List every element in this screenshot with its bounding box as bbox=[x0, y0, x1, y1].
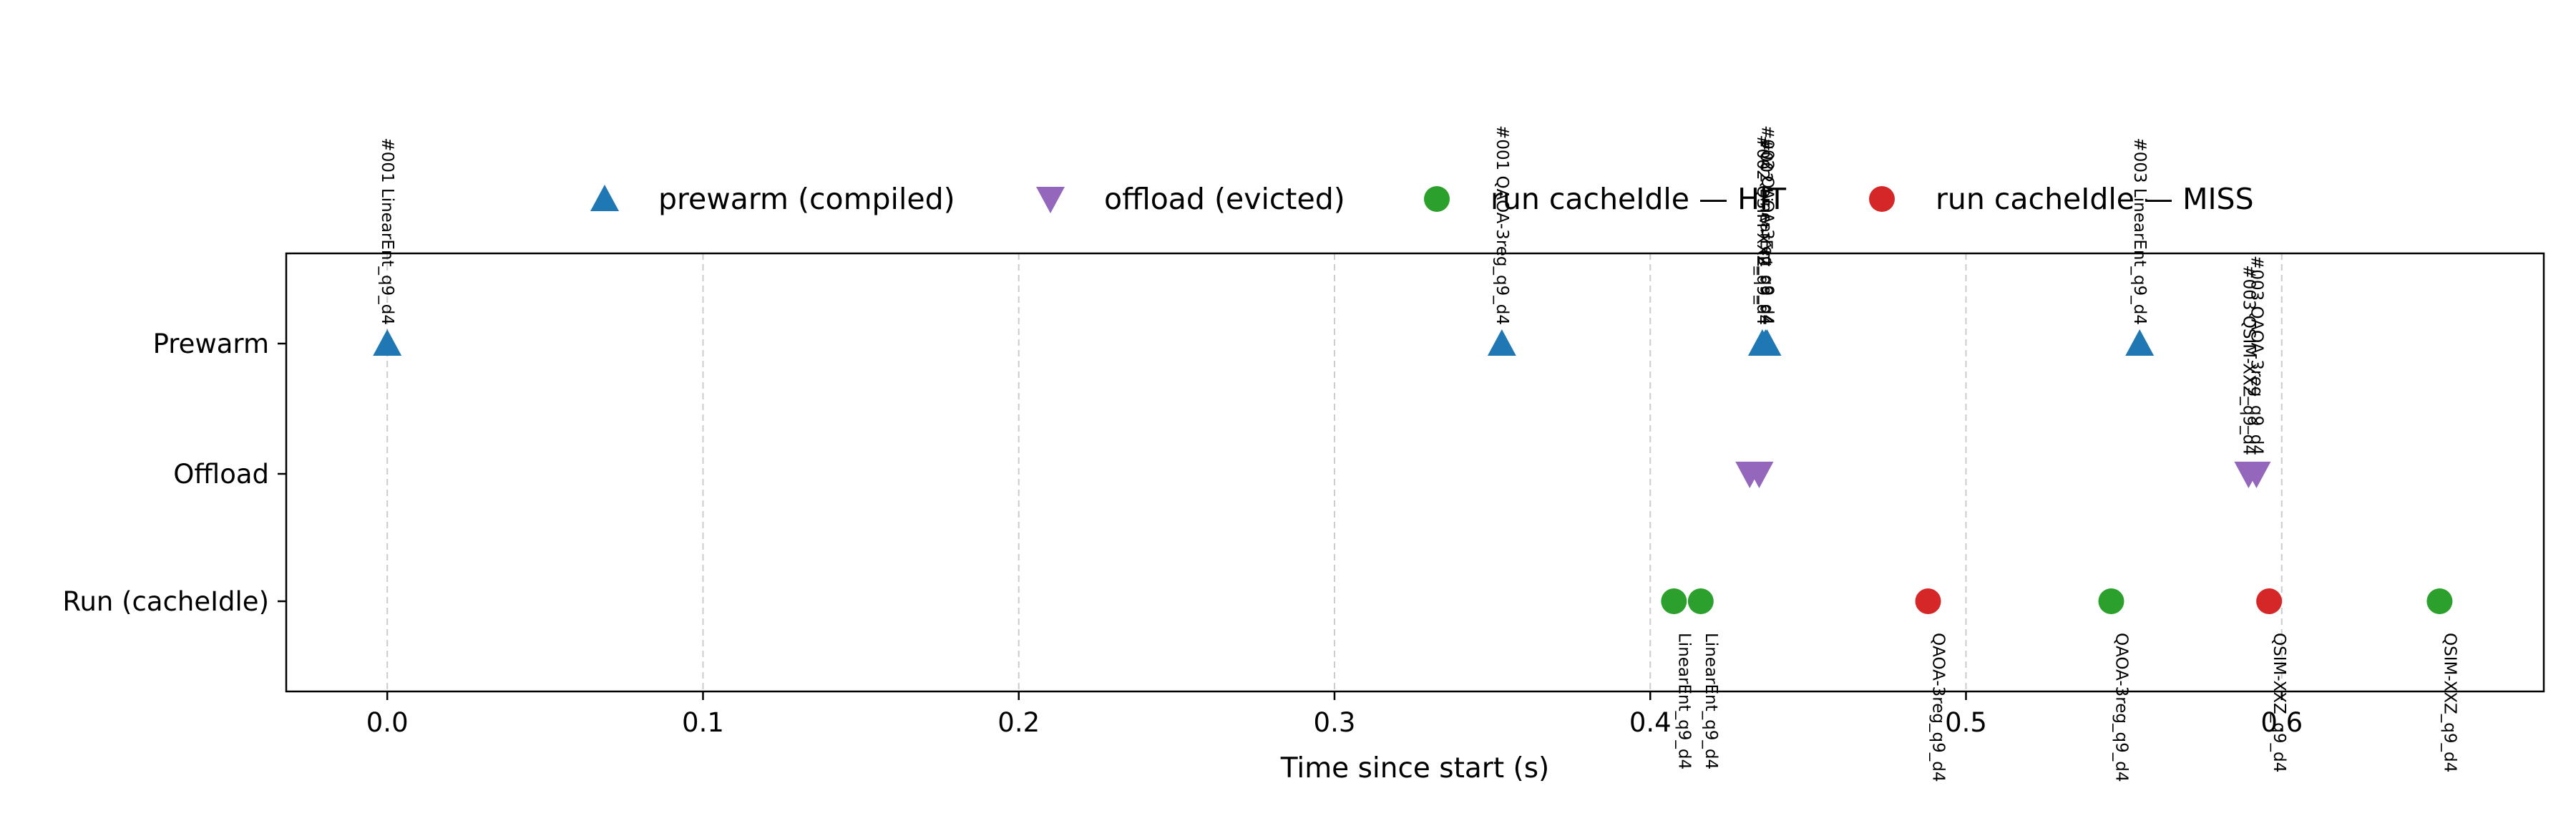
x-gridlines bbox=[386, 253, 2283, 691]
run-miss-point bbox=[1915, 588, 1941, 614]
point-annotation: #002 QSIM-XXZ_q9_d4 bbox=[1753, 135, 1772, 325]
legend-label: offload (evicted) bbox=[1104, 182, 1345, 216]
point-annotation: #001 QAOA-3reg_q9_d4 bbox=[1493, 125, 1511, 325]
point-annotation: QSIM-XXZ_q9_d4 bbox=[2270, 633, 2288, 772]
run-miss-point bbox=[2256, 588, 2283, 614]
point-annotation: QSIM-XXZ_q9_d4 bbox=[2440, 633, 2459, 772]
point-annotation: #003 QSIM-XXZ_q9_d4 bbox=[2239, 265, 2258, 455]
run-hit-point bbox=[1661, 588, 1687, 614]
legend-label: run cacheIdle — HIT bbox=[1491, 182, 1787, 216]
point-annotation: QAOA-3reg_q9_d4 bbox=[1929, 633, 1948, 782]
x-tick-label: 0.3 bbox=[1314, 707, 1356, 738]
point-annotation: QAOA-3reg_q9_d4 bbox=[2112, 633, 2130, 782]
point-annotation: #002 QAOA-3reg_q9_d4 bbox=[1758, 125, 1777, 325]
prewarm-point bbox=[373, 329, 402, 356]
x-tick-label: 0.4 bbox=[1629, 707, 1672, 738]
y-axis: Prewarm Offload Run (cacheIdle) bbox=[62, 329, 286, 617]
point-annotations: #001 LinearEnt_q9_d4 #001 QAOA-3reg_q9_d4… bbox=[378, 125, 2459, 782]
y-tick-label: Prewarm bbox=[153, 329, 269, 359]
prewarm-point bbox=[2125, 329, 2155, 356]
data-markers bbox=[373, 329, 2453, 614]
run-hit-point bbox=[1687, 588, 1714, 614]
x-tick-label: 0.5 bbox=[1945, 707, 1987, 738]
legend-marker bbox=[1869, 186, 1895, 212]
point-annotation: LinearEnt_q9_d4 bbox=[1702, 633, 1720, 769]
point-annotation: #003 QAOA-3reg_q9_d4 bbox=[2247, 256, 2265, 455]
run-hit-point bbox=[2098, 588, 2124, 614]
legend-marker bbox=[1424, 186, 1450, 212]
x-axis-title: Time since start (s) bbox=[1280, 752, 1550, 785]
legend-label: run cacheIdle — MISS bbox=[1936, 182, 2254, 216]
prewarm-point bbox=[1487, 329, 1516, 356]
y-tick-label: Offload bbox=[173, 459, 269, 490]
y-tick-label: Run (cacheIdle) bbox=[62, 586, 269, 617]
legend: prewarm (compiled) offload (evicted) run c… bbox=[590, 182, 2254, 216]
point-annotation: LinearEnt_q9_d4 bbox=[1674, 633, 1693, 769]
offload-point bbox=[2242, 462, 2271, 488]
point-annotation: #001 LinearEnt_q9_d4 bbox=[378, 137, 396, 325]
x-tick-label: 0.1 bbox=[682, 707, 724, 738]
plot-area-frame bbox=[285, 252, 2545, 693]
prewarm-point bbox=[1751, 329, 1780, 356]
offload-point bbox=[1745, 462, 1774, 488]
x-tick-label: 0.6 bbox=[2260, 707, 2303, 738]
point-annotation: #003 LinearEnt_q9_d4 bbox=[2130, 137, 2149, 325]
x-tick-label: 0.0 bbox=[366, 707, 409, 738]
legend-marker bbox=[590, 185, 619, 211]
x-tick-label: 0.2 bbox=[997, 707, 1040, 738]
x-axis: 0.0 0.1 0.2 0.3 0.4 0.5 0.6 bbox=[366, 691, 2303, 738]
legend-label: prewarm (compiled) bbox=[658, 182, 955, 216]
legend-marker bbox=[1036, 187, 1065, 213]
point-annotation: #002 LinearEnt_q9_d4 bbox=[1756, 137, 1775, 325]
run-hit-point bbox=[2426, 588, 2453, 614]
